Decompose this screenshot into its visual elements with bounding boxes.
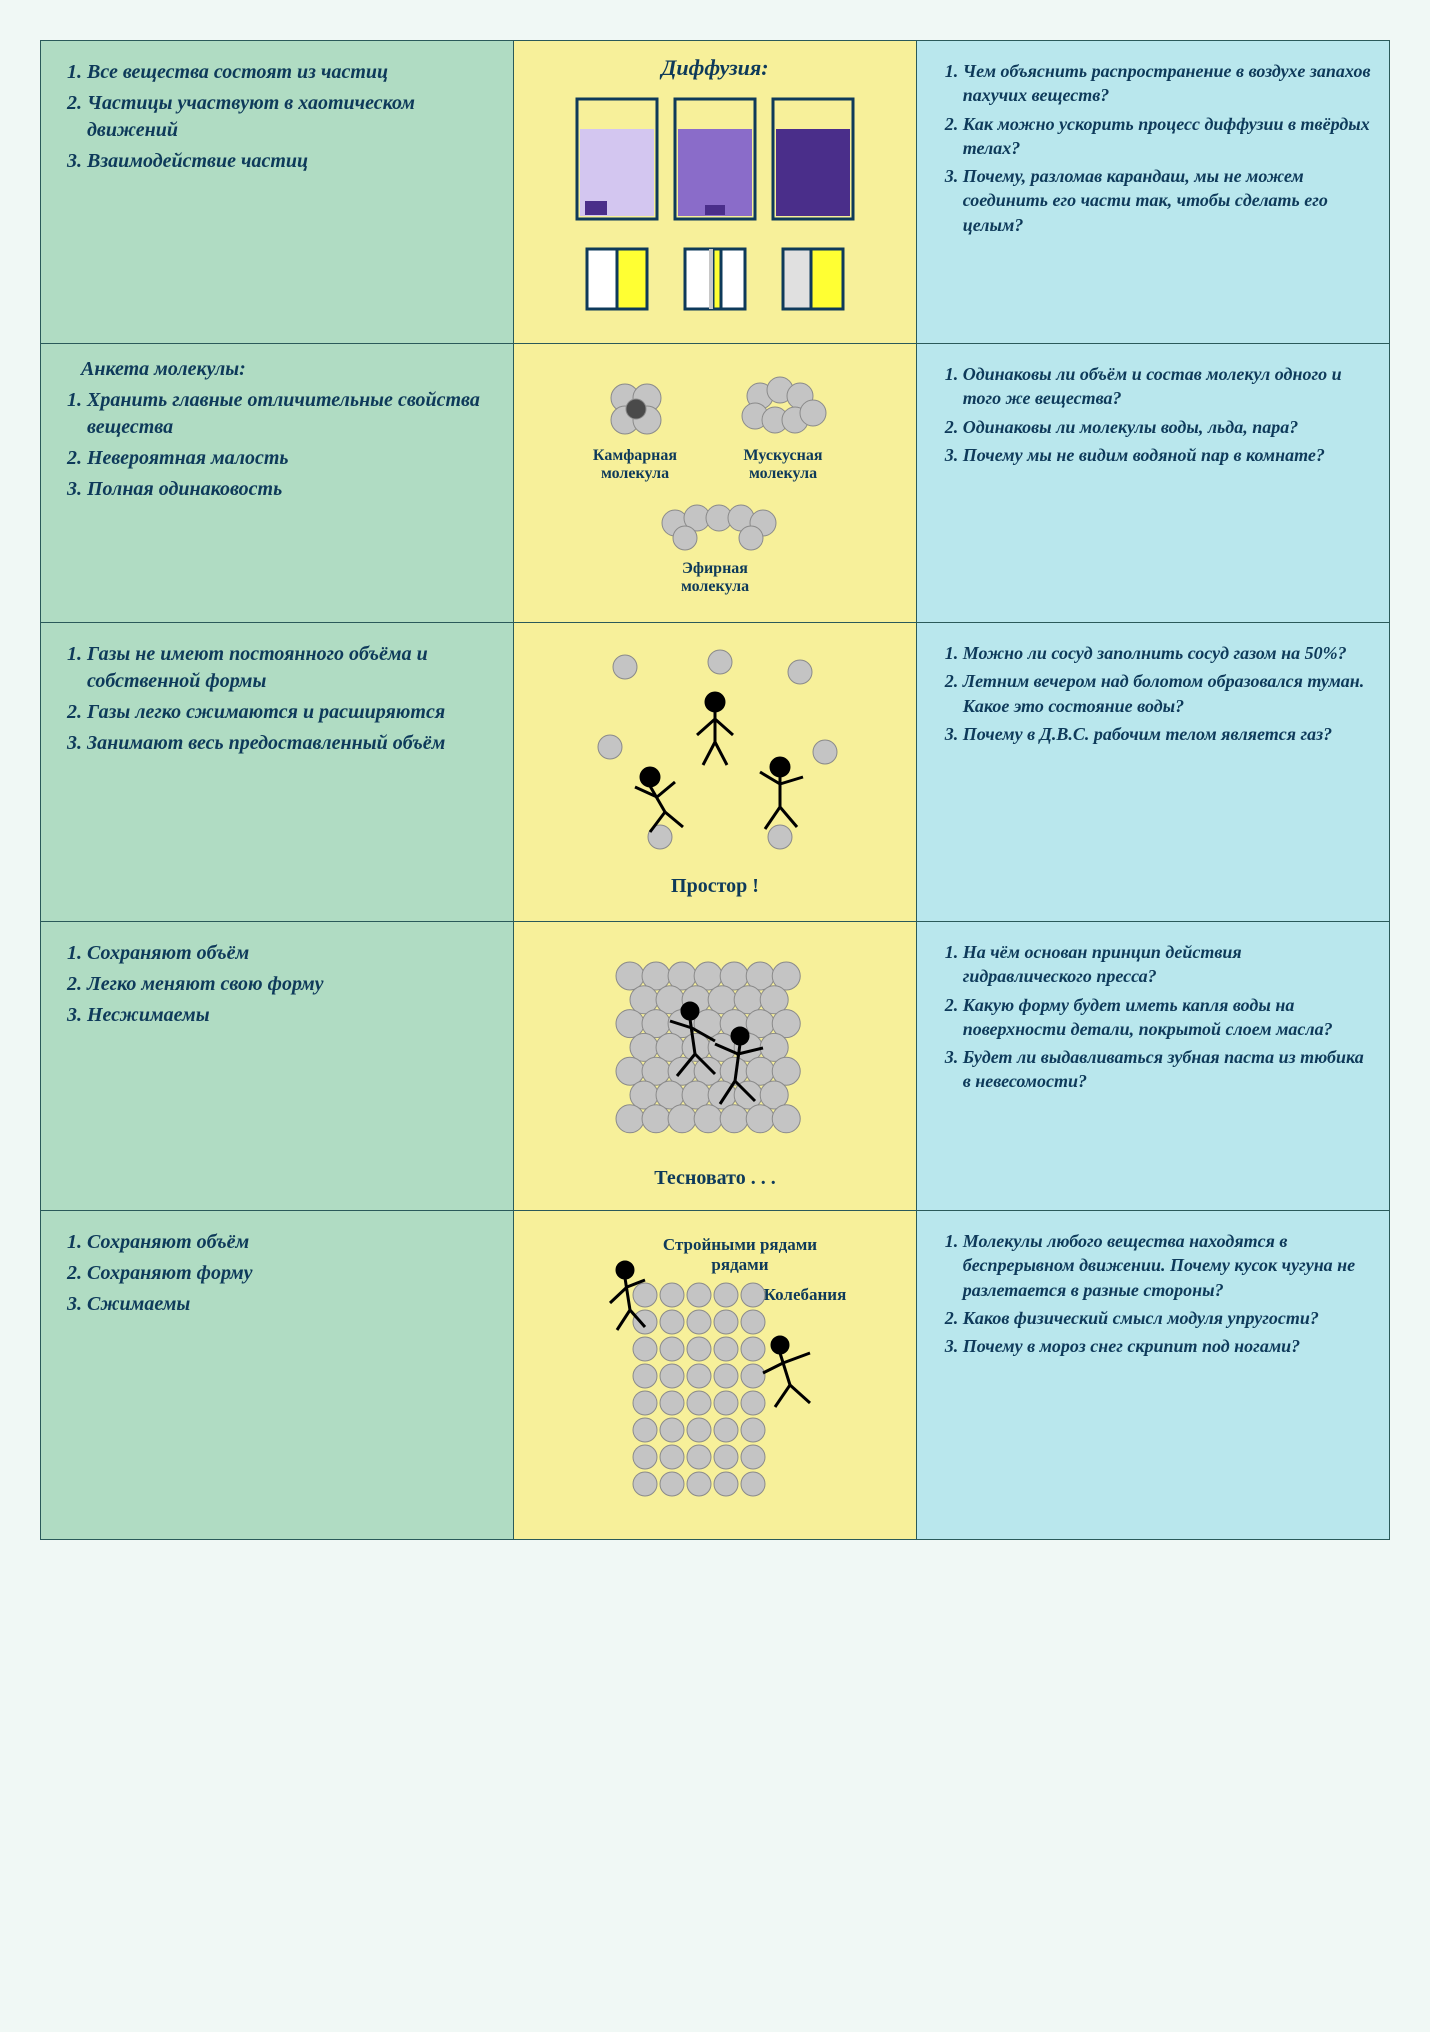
svg-text:молекула: молекула bbox=[749, 465, 817, 482]
liquid-caption: Тесновато . . . bbox=[654, 1167, 775, 1189]
row1-mid: Диффузия: bbox=[514, 41, 915, 343]
row1-right: Чем объяснить распространение в воздухе … bbox=[917, 41, 1389, 343]
list-item: Почему в Д.В.С. рабочим телом является г… bbox=[963, 722, 1371, 746]
list-item: Сохраняют форму bbox=[87, 1260, 495, 1287]
gas-diagram: Простор ! bbox=[565, 637, 865, 907]
list-item: Летним вечером над болотом образовался т… bbox=[963, 669, 1371, 718]
list-item: Полная одинаковость bbox=[87, 476, 495, 503]
list-item: Взаимодействие частиц bbox=[87, 148, 495, 175]
list-item: Сохраняют объём bbox=[87, 940, 495, 967]
ether-label: Эфирная bbox=[682, 560, 748, 577]
row2-left: Анкета молекулы: Хранить главные отличит… bbox=[41, 344, 513, 622]
list-item: Какую форму будет иметь капля воды на по… bbox=[963, 993, 1371, 1042]
musk-label: Мускусная bbox=[743, 447, 822, 464]
row5-right-list: Молекулы любого вещества находятся в бес… bbox=[935, 1229, 1371, 1358]
row3-right: Можно ли сосуд заполнить сосуд газом на … bbox=[917, 623, 1389, 921]
list-item: Почему в мороз снег скрипит под ногами? bbox=[963, 1334, 1371, 1358]
gas-caption: Простор ! bbox=[671, 875, 759, 897]
list-item: Частицы участвуют в хаотическом движений bbox=[87, 90, 495, 144]
molecule-questionnaire-title: Анкета молекулы: bbox=[81, 358, 495, 381]
list-item: Все вещества состоят из частиц bbox=[87, 59, 495, 86]
list-item: Будет ли выдавливаться зубная паста из т… bbox=[963, 1045, 1371, 1094]
list-item: Молекулы любого вещества находятся в бес… bbox=[963, 1229, 1371, 1302]
row1-left-list: Все вещества состоят из частиц Частицы у… bbox=[59, 59, 495, 175]
list-item: Каков физический смысл модуля упругости? bbox=[963, 1306, 1371, 1330]
row4-right-list: На чём основан принцип действия гидравли… bbox=[935, 940, 1371, 1094]
row3-left-list: Газы не имеют постоянного объёма и собст… bbox=[59, 641, 495, 757]
row1-right-list: Чем объяснить распространение в воздухе … bbox=[935, 59, 1371, 237]
svg-text:молекула: молекула bbox=[681, 578, 749, 595]
list-item: Легко меняют свою форму bbox=[87, 971, 495, 998]
row4-mid: Тесновато . . . bbox=[514, 922, 915, 1210]
list-item: Газы легко сжимаются и расширяются bbox=[87, 699, 495, 726]
physics-table: Все вещества состоят из частиц Частицы у… bbox=[40, 40, 1390, 1540]
row2-right: Одинаковы ли объём и состав молекул одно… bbox=[917, 344, 1389, 622]
row4-right: На чём основан принцип действия гидравли… bbox=[917, 922, 1389, 1210]
list-item: Как можно ускорить процесс диффузии в тв… bbox=[963, 112, 1371, 161]
row5-left: Сохраняют объём Сохраняют форму Сжимаемы bbox=[41, 1211, 513, 1539]
molecules-diagram: Камфарная молекула Мускусная молекула Эф… bbox=[565, 358, 865, 608]
row5-mid: Стройными рядами рядами Колебания bbox=[514, 1211, 915, 1539]
list-item: Невероятная малость bbox=[87, 445, 495, 472]
list-item: Сжимаемы bbox=[87, 1291, 495, 1318]
list-item: На чём основан принцип действия гидравли… bbox=[963, 940, 1371, 989]
list-item: Занимают весь предоставленный объём bbox=[87, 730, 495, 757]
list-item: Можно ли сосуд заполнить сосуд газом на … bbox=[963, 641, 1371, 665]
row1-left: Все вещества состоят из частиц Частицы у… bbox=[41, 41, 513, 343]
camphor-label: Камфарная bbox=[593, 447, 677, 464]
list-item: Чем объяснить распространение в воздухе … bbox=[963, 59, 1371, 108]
list-item: Хранить главные отличительные свойства в… bbox=[87, 387, 495, 441]
row3-mid: Простор ! bbox=[514, 623, 915, 921]
solid-label-rows: Стройными рядами bbox=[663, 1235, 817, 1254]
list-item: Газы не имеют постоянного объёма и собст… bbox=[87, 641, 495, 695]
row4-left: Сохраняют объём Легко меняют свою форму … bbox=[41, 922, 513, 1210]
diffusion-diagram bbox=[565, 89, 865, 329]
list-item: Одинаковы ли молекулы воды, льда, пара? bbox=[963, 415, 1371, 439]
row5-left-list: Сохраняют объём Сохраняют форму Сжимаемы bbox=[59, 1229, 495, 1318]
svg-text:молекула: молекула bbox=[601, 465, 669, 482]
row2-left-list: Хранить главные отличительные свойства в… bbox=[59, 387, 495, 503]
solid-diagram: Стройными рядами рядами Колебания bbox=[565, 1225, 865, 1525]
row2-mid: Камфарная молекула Мускусная молекула Эф… bbox=[514, 344, 915, 622]
svg-text:рядами: рядами bbox=[711, 1255, 768, 1274]
row3-left: Газы не имеют постоянного объёма и собст… bbox=[41, 623, 513, 921]
row4-left-list: Сохраняют объём Легко меняют свою форму … bbox=[59, 940, 495, 1029]
liquid-diagram: Тесновато . . . bbox=[565, 936, 865, 1196]
list-item: Почему, разломав карандаш, мы не можем с… bbox=[963, 164, 1371, 237]
row2-right-list: Одинаковы ли объём и состав молекул одно… bbox=[935, 362, 1371, 467]
list-item: Почему мы не видим водяной пар в комнате… bbox=[963, 443, 1371, 467]
list-item: Одинаковы ли объём и состав молекул одно… bbox=[963, 362, 1371, 411]
solid-label-osc: Колебания bbox=[764, 1285, 847, 1304]
row5-right: Молекулы любого вещества находятся в бес… bbox=[917, 1211, 1389, 1539]
diffusion-title: Диффузия: bbox=[532, 55, 897, 81]
list-item: Сохраняют объём bbox=[87, 1229, 495, 1256]
row3-right-list: Можно ли сосуд заполнить сосуд газом на … bbox=[935, 641, 1371, 746]
list-item: Несжимаемы bbox=[87, 1002, 495, 1029]
